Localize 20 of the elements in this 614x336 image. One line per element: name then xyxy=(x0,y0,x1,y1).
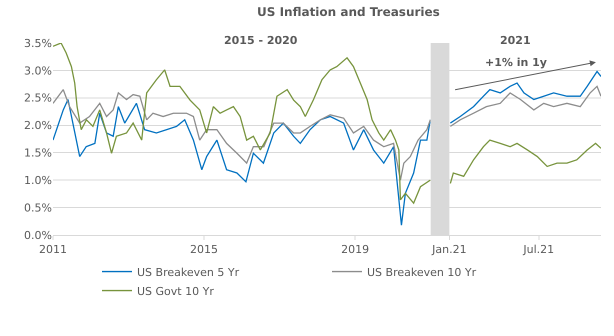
chart-subtitle: 2015 - 2020 xyxy=(224,34,298,47)
x-tick-label: 2015 xyxy=(190,243,218,256)
y-tick-label: 1.5% xyxy=(24,146,52,160)
legend-label: US Breakeven 10 Yr xyxy=(367,266,477,279)
legend-label: US Breakeven 5 Yr xyxy=(137,266,240,279)
x-tick-label: 2011 xyxy=(39,243,67,256)
y-tick-label: 0.5% xyxy=(24,201,52,214)
y-tick-label: 1.0% xyxy=(24,174,52,187)
chart-title: US Inflation and Treasuries xyxy=(257,5,440,19)
x-tick-label: 2019 xyxy=(341,243,370,256)
y-tick-label: 3.5% xyxy=(24,36,52,50)
chart-subtitle: 2021 xyxy=(500,34,531,47)
x-tick-label: Jan.21 xyxy=(431,243,467,256)
x-tick-label: Jul.21 xyxy=(522,243,554,256)
annotation: +1% in 1y xyxy=(485,56,547,69)
legend-label: US Govt 10 Yr xyxy=(137,284,214,298)
y-tick-label: 0.0% xyxy=(24,228,52,242)
y-tick-label: 3.0% xyxy=(24,64,52,78)
y-tick-label: 2.5% xyxy=(24,92,52,105)
y-tick-label: 2.0% xyxy=(24,119,52,132)
